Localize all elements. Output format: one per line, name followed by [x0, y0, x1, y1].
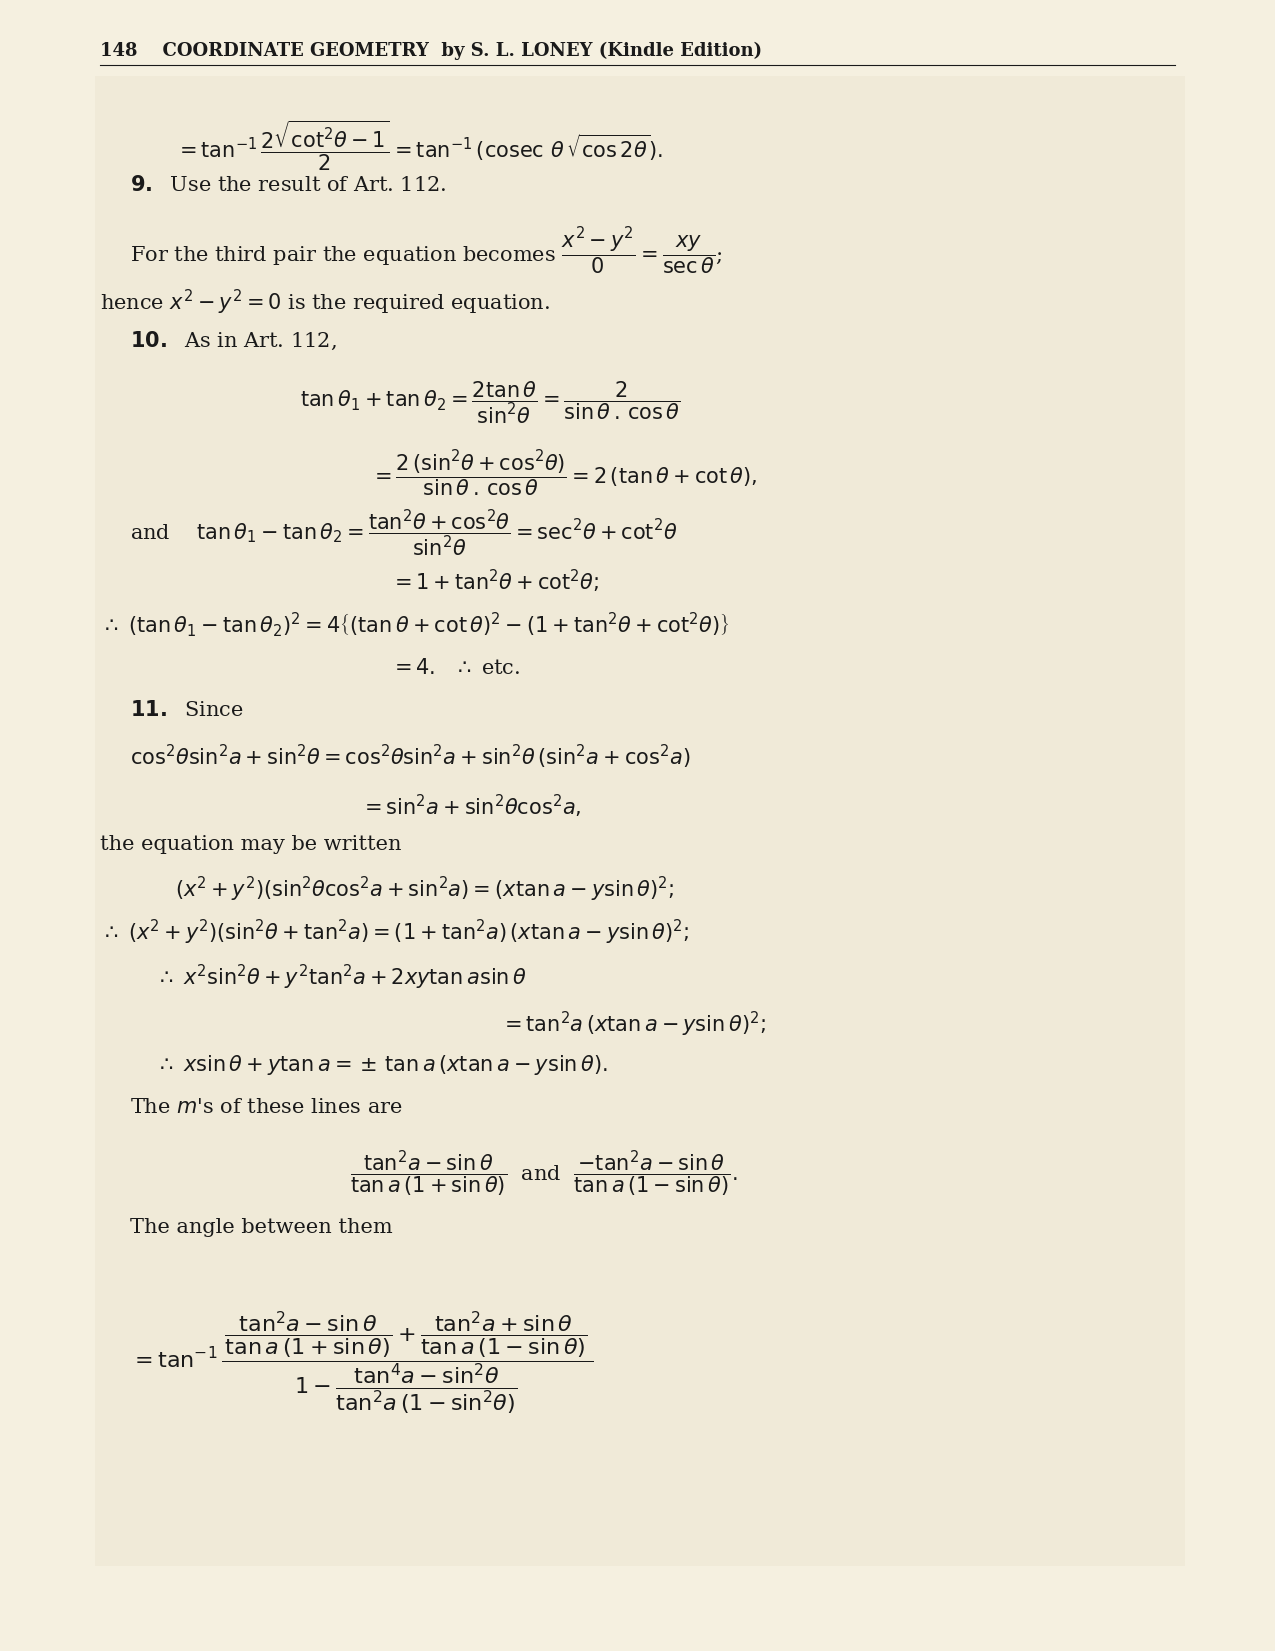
- Text: $\therefore\ x\sin\theta+y\tan a=\pm\,\tan a\,(x\tan a-y\sin\theta).$: $\therefore\ x\sin\theta+y\tan a=\pm\,\t…: [156, 1053, 608, 1076]
- Text: The $m$'s of these lines are: The $m$'s of these lines are: [130, 1098, 403, 1118]
- Text: $\therefore\ (\tan\theta_{1}-\tan\theta_{2})^{2}=4\left\{(\tan\theta+\cot\theta): $\therefore\ (\tan\theta_{1}-\tan\theta_…: [99, 609, 729, 639]
- Text: The angle between them: The angle between them: [130, 1218, 393, 1237]
- Text: $\mathbf{9.}$  Use the result of Art. 112.: $\mathbf{9.}$ Use the result of Art. 112…: [130, 175, 446, 195]
- Text: $(x^{2}+y^{2})(\sin^{2}\!\theta\cos^{2}\!a+\sin^{2}\!a)=(x\tan a-y\sin\theta)^{2: $(x^{2}+y^{2})(\sin^{2}\!\theta\cos^{2}\…: [175, 875, 674, 905]
- Text: For the third pair the equation becomes $\dfrac{x^{2}-y^{2}}{0}=\dfrac{xy}{\sec\: For the third pair the equation becomes …: [130, 225, 723, 277]
- Text: $\therefore\ x^{2}\sin^{2}\!\theta+y^{2}\tan^{2}\!a+2xy\tan a\sin\theta$: $\therefore\ x^{2}\sin^{2}\!\theta+y^{2}…: [156, 963, 527, 992]
- Text: hence $x^{2}-y^{2}=0$ is the required equation.: hence $x^{2}-y^{2}=0$ is the required eq…: [99, 287, 550, 317]
- Text: $\mathbf{10.}$  As in Art. 112,: $\mathbf{10.}$ As in Art. 112,: [130, 330, 337, 352]
- Text: $=1+\tan^{2}\!\theta+\cot^{2}\!\theta;$: $=1+\tan^{2}\!\theta+\cot^{2}\!\theta;$: [390, 568, 599, 596]
- Text: $=\tan^{2}\!a\,(x\tan a-y\sin\theta)^{2};$: $=\tan^{2}\!a\,(x\tan a-y\sin\theta)^{2}…: [500, 1010, 766, 1038]
- Text: $=\sin^{2}\!a+\sin^{2}\!\theta\cos^{2}\!a,$: $=\sin^{2}\!a+\sin^{2}\!\theta\cos^{2}\!…: [360, 792, 581, 821]
- Text: $\therefore\ (x^{2}+y^{2})(\sin^{2}\!\theta+\tan^{2}\!a)=(1+\tan^{2}\!a)\,(x\tan: $\therefore\ (x^{2}+y^{2})(\sin^{2}\!\th…: [99, 918, 690, 948]
- Text: the equation may be written: the equation may be written: [99, 835, 402, 854]
- Text: $=\tan^{-1}\dfrac{\,\dfrac{\tan^{2}\!a-\sin\theta}{\tan a\,(1+\sin\theta)}+\dfra: $=\tan^{-1}\dfrac{\,\dfrac{\tan^{2}\!a-\…: [130, 1309, 594, 1417]
- Text: $=\dfrac{2\,(\sin^{2}\!\theta+\cos^{2}\!\theta)}{\sin\theta\,.\,\cos\theta}=2\,(: $=\dfrac{2\,(\sin^{2}\!\theta+\cos^{2}\!…: [370, 447, 757, 499]
- Text: $\dfrac{\tan^{2}\!a-\sin\theta}{\tan a\,(1+\sin\theta)}$  and  $\dfrac{-\tan^{2}: $\dfrac{\tan^{2}\!a-\sin\theta}{\tan a\,…: [351, 1147, 737, 1199]
- Text: $\tan\theta_{1}+\tan\theta_{2}=\dfrac{2\tan\theta}{\sin^{2}\!\theta}=\dfrac{2}{\: $\tan\theta_{1}+\tan\theta_{2}=\dfrac{2\…: [300, 380, 681, 426]
- FancyBboxPatch shape: [96, 76, 1184, 1567]
- Text: $= \tan^{-1}\dfrac{2\sqrt{\cot^{2}\!\theta - 1}}{2} = \tan^{-1}(\operatorname{co: $= \tan^{-1}\dfrac{2\sqrt{\cot^{2}\!\the…: [175, 117, 663, 173]
- Text: 148    COORDINATE GEOMETRY  by S. L. LONEY (Kindle Edition): 148 COORDINATE GEOMETRY by S. L. LONEY (…: [99, 41, 762, 59]
- Text: $\mathbf{11.}$  Since: $\mathbf{11.}$ Since: [130, 700, 244, 720]
- Text: $\cos^{2}\!\theta\sin^{2}\!a+\sin^{2}\!\theta=\cos^{2}\!\theta\sin^{2}\!a+\sin^{: $\cos^{2}\!\theta\sin^{2}\!a+\sin^{2}\!\…: [130, 743, 690, 771]
- Text: and $\quad\tan\theta_{1}-\tan\theta_{2}=\dfrac{\tan^{2}\!\theta+\cos^{2}\!\theta: and $\quad\tan\theta_{1}-\tan\theta_{2}=…: [130, 509, 677, 560]
- Text: $=4.\ \ \therefore$ etc.: $=4.\ \ \therefore$ etc.: [390, 659, 520, 679]
